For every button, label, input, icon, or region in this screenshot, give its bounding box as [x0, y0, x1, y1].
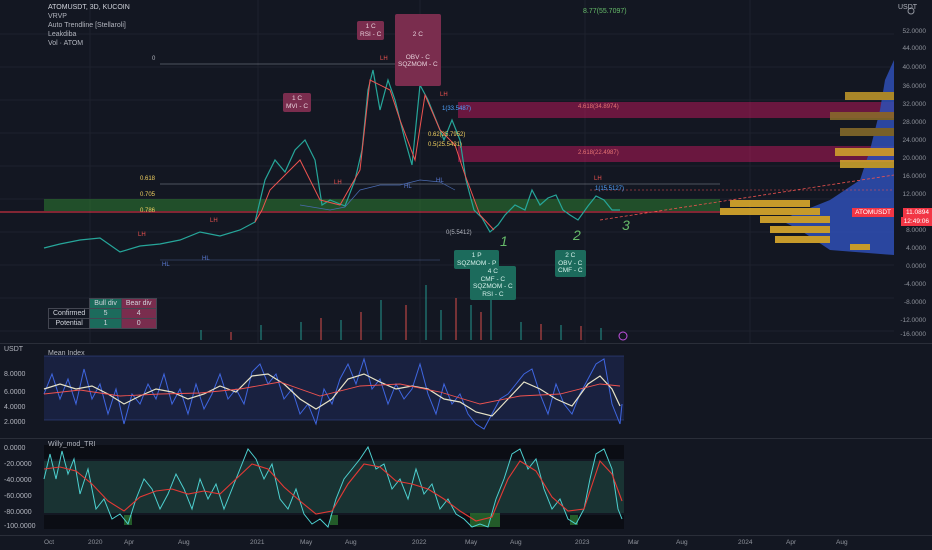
main-chart-pane[interactable]: ATOMUSDT, 3D, KUCOIN VRVP Auto Trendline… — [0, 0, 917, 343]
fib-618-label: 0.618 — [140, 176, 156, 182]
volume-profile — [720, 60, 894, 255]
wave-1-label: 1 — [500, 233, 508, 249]
price-axis[interactable]: 52.0000 44.0000 40.0000 36.0000 32.0000 … — [900, 28, 926, 338]
currency-label: USDT — [898, 4, 918, 11]
top-target-label: 8.77(55.7097) — [583, 8, 627, 15]
row-label: Potential — [47, 318, 91, 329]
fib-ext-b: 0.62(25.7952) — [428, 132, 466, 138]
tag-title: 2 C — [565, 252, 576, 259]
time-axis-top-border — [0, 535, 932, 536]
fib-ext-r1: 4.618(34.8974) — [578, 104, 619, 110]
fib-golden-zone — [44, 199, 720, 211]
bull-div-tag[interactable]: 1 P SQZMOM - P — [454, 250, 500, 269]
mean-index-canvas[interactable] — [0, 344, 894, 438]
resistance-zone-2 — [458, 146, 894, 162]
fib-705-label: 0.705 — [140, 192, 156, 198]
resistance-zone-1 — [458, 102, 894, 118]
symbol-title: ATOMUSDT, 3D, KUCOIN — [48, 4, 130, 11]
hl-label: HL — [202, 256, 210, 262]
tag-body: SQZMOM - P — [457, 259, 497, 267]
lh-label: LH — [440, 92, 448, 98]
pane-separator[interactable] — [0, 343, 932, 344]
fib-low-label: 0(5.5412) — [446, 230, 472, 236]
lh-label: LH — [594, 176, 602, 182]
lh-label: LH — [210, 218, 218, 224]
tag-title: 1 C — [291, 95, 303, 102]
willy-pane[interactable]: Willy_mod_TRI 0.0000 -20.0000 -40.0000 -… — [0, 439, 894, 535]
hl-label: HL — [436, 178, 444, 184]
indicator-vrvp[interactable]: VRVP — [48, 13, 67, 20]
indicator-auto-trendline[interactable]: Auto Trendline [Stellaroli] — [48, 22, 126, 29]
tag-body: CMF - C SQZMOM - C RSI - C — [473, 275, 513, 298]
last-price-badge: 11.0894 — [902, 208, 932, 217]
bear-div-tag[interactable]: 2 C OBV - C SQZMOM - C — [395, 14, 441, 86]
bar-countdown: 12:49:06 — [900, 217, 932, 226]
bull-div-header: Bull div — [89, 298, 122, 309]
wave-2-label: 2 — [573, 227, 581, 243]
row-label: Confirmed — [47, 308, 91, 319]
fib-ext-a: 1(33.5487) — [442, 106, 472, 112]
pane2-title[interactable]: Mean Index — [48, 350, 85, 357]
tag-body: OBV - C SQZMOM - C — [398, 53, 438, 69]
fib-ext-c: 0.5(25.5431) — [428, 142, 463, 148]
tag-body: MVI - C — [286, 102, 309, 110]
fib-786-label: 0.786 — [140, 208, 156, 214]
tag-title: 4 C — [487, 268, 498, 275]
hl-label: HL — [162, 262, 170, 268]
wave-3-label: 3 — [622, 217, 630, 233]
lh-label: LH — [380, 56, 388, 62]
bear-div-tag[interactable]: 1 C RSI - C — [357, 21, 385, 40]
bull-div-tag[interactable]: 4 C CMF - C SQZMOM - C RSI - C — [470, 266, 516, 300]
time-axis[interactable]: Oct 2020 Apr Aug 2021 May Aug 2022 May A… — [44, 539, 848, 546]
pane2-currency: USDT — [4, 346, 24, 353]
symbol-price-badge: ATOMUSDT — [852, 208, 894, 217]
fib-ext-r2: 2.618(22.4987) — [578, 150, 619, 156]
lh-label: LH — [334, 180, 342, 186]
tag-title: 2 C — [412, 31, 423, 38]
tag-title: 1 P — [471, 252, 482, 259]
fib-ext-c1: 1(15.5127) — [595, 186, 625, 192]
volume-bars — [200, 285, 602, 340]
main-chart-canvas[interactable] — [0, 0, 894, 343]
tag-title: 1 C — [365, 23, 376, 30]
tag-body: OBV - C CMF - C — [558, 259, 583, 275]
indicator-volume[interactable]: Vol · ATOM — [48, 40, 84, 47]
pane3-title[interactable]: Willy_mod_TRI — [48, 441, 96, 448]
mean-index-pane[interactable]: USDT Mean Index 8.0000 6.0000 4.0000 2.0… — [0, 344, 894, 438]
bull-div-tag[interactable]: 2 C OBV - C CMF - C — [555, 250, 586, 277]
willy-canvas[interactable] — [0, 439, 894, 535]
fib-0-label: 0 — [152, 56, 156, 62]
divergence-table: Bull div Bear div Confirmed 5 4 Potentia… — [47, 298, 157, 329]
settings-icon[interactable] — [906, 3, 916, 15]
bear-div-header: Bear div — [120, 298, 157, 309]
hl-label: HL — [404, 184, 412, 190]
pane-separator[interactable] — [0, 438, 932, 439]
indicator-leakdiba[interactable]: Leakdiba — [48, 31, 77, 38]
bear-div-tag[interactable]: 1 C MVI - C — [283, 93, 312, 112]
tag-body: RSI - C — [360, 30, 382, 38]
lh-label: LH — [138, 232, 146, 238]
alert-icon — [618, 331, 628, 341]
